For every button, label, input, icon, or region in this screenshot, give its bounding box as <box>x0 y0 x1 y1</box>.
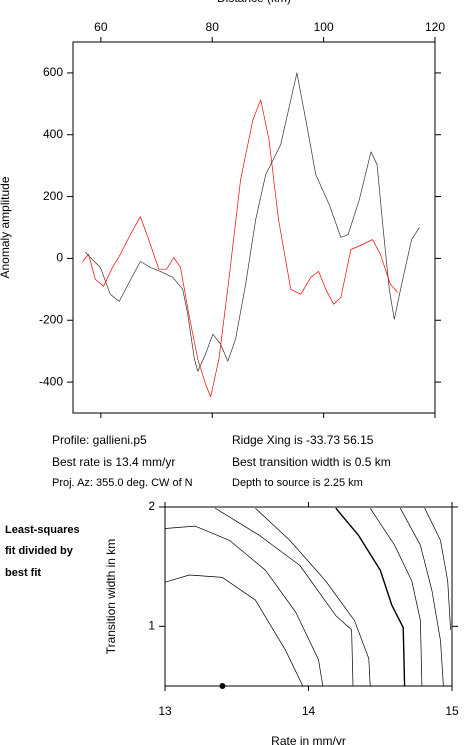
info-line: Depth to source is 2.25 km <box>232 477 363 489</box>
series-line <box>399 508 444 687</box>
series-line <box>424 508 451 630</box>
plot-frame <box>164 506 453 687</box>
series-line <box>85 72 420 372</box>
y-tick-label: -400 <box>39 374 63 388</box>
best-fit-point <box>219 683 226 689</box>
x-tick-label: 100 <box>314 20 334 34</box>
x-tick-label: 14 <box>302 704 316 718</box>
series-line <box>369 508 423 687</box>
y-axis-label: Anomaly amplitude <box>0 176 12 278</box>
series-line <box>215 507 354 687</box>
x-tick-label: 120 <box>425 20 445 34</box>
y-tick-label: 1 <box>148 619 155 633</box>
y-tick-label: 2 <box>148 499 155 513</box>
x-tick-label: 13 <box>158 704 172 718</box>
x-tick-label: 80 <box>206 20 220 34</box>
info-line: Ridge Xing is -33.73 56.15 <box>232 433 374 447</box>
x-tick-label: 60 <box>94 20 108 34</box>
x-axis-label: Rate in mm/yr <box>271 734 346 745</box>
info-line: Best rate is 13.4 mm/yr <box>52 455 175 469</box>
series-line <box>164 574 304 687</box>
y-tick-label: 0 <box>56 251 63 265</box>
y-tick-label: 400 <box>43 127 63 141</box>
info-line: Best transition width is 0.5 km <box>232 455 391 469</box>
y-axis-label: Transition width in km <box>104 539 118 655</box>
series-line <box>335 507 406 687</box>
info-line: Proj. Az: 355.0 deg. CW of N <box>52 477 193 489</box>
info-line: Profile: gallieni.p5 <box>52 433 147 447</box>
y-tick-label: -200 <box>39 312 63 326</box>
series-line <box>255 507 371 687</box>
side-label: fit divided by <box>5 545 74 557</box>
chart-title: Distance (km) <box>217 0 291 5</box>
x-tick-label: 15 <box>445 704 459 718</box>
plot-frame <box>72 41 436 414</box>
series-line <box>164 525 324 687</box>
side-label: Least-squares <box>5 524 80 536</box>
series-line <box>82 99 398 398</box>
y-tick-label: 600 <box>43 65 63 79</box>
y-tick-label: 200 <box>43 189 63 203</box>
side-label: best fit <box>5 567 41 579</box>
